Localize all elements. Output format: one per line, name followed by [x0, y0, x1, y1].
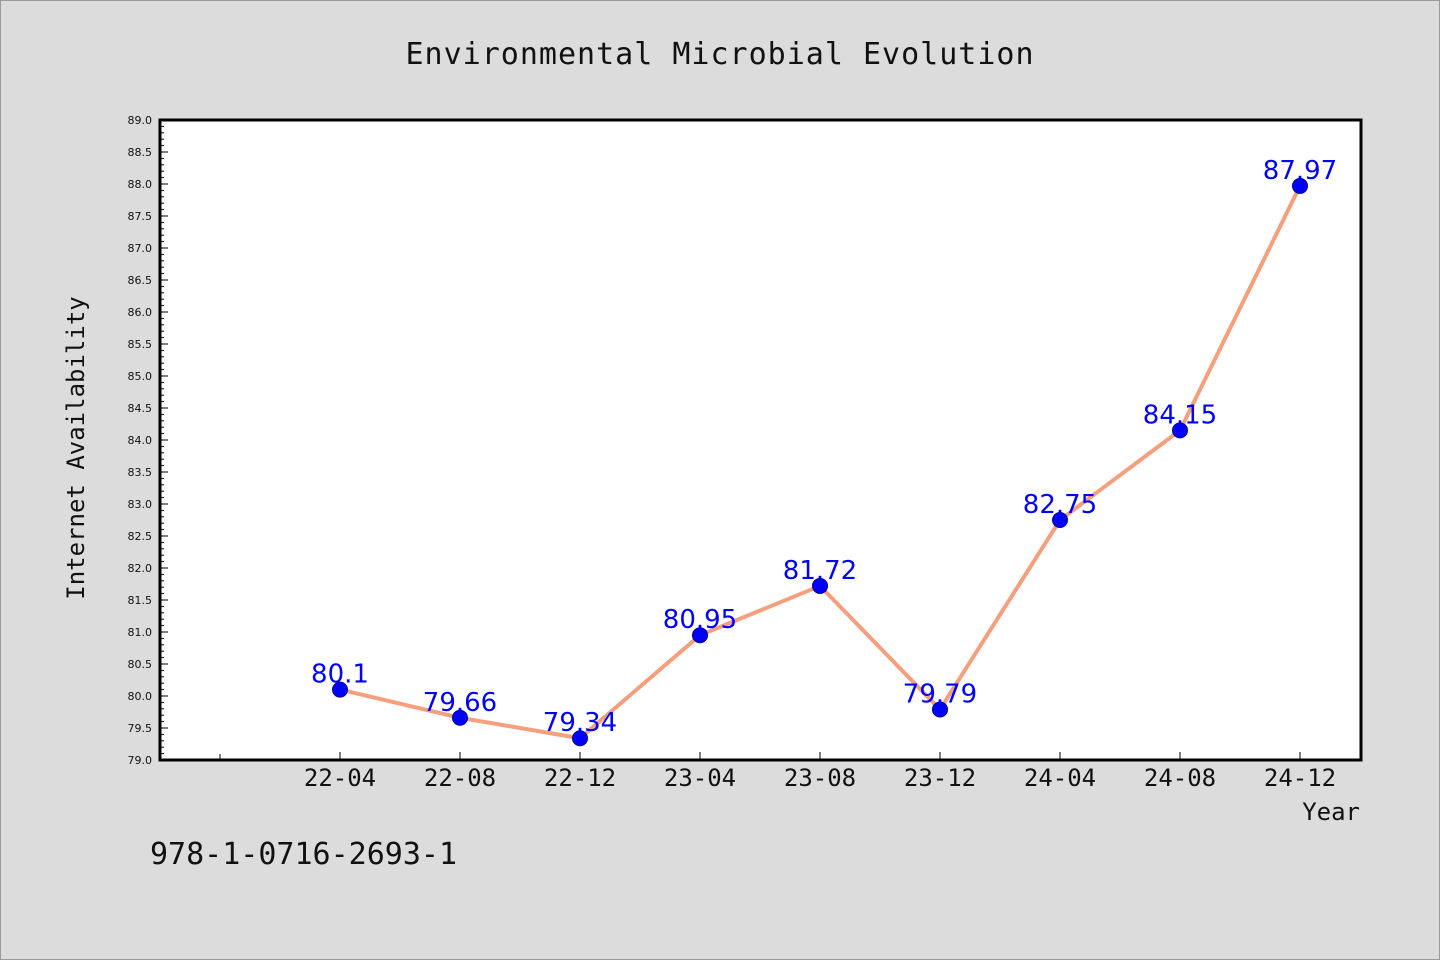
x-tick-label: 22-12: [544, 764, 616, 792]
y-tick-label: 87.0: [128, 242, 153, 255]
y-tick-label: 85.5: [128, 338, 153, 351]
data-label: 87.97: [1263, 156, 1337, 186]
x-tick-label: 24-08: [1144, 764, 1216, 792]
y-tick-label: 88.5: [128, 146, 153, 159]
y-tick-label: 86.0: [128, 306, 153, 319]
data-label: 80.95: [663, 605, 737, 635]
data-labels-layer: 80.1 79.66 79.34 80.95 81.72 79.79 82.75 84.15 8…: [311, 156, 1337, 738]
data-point-marker: [812, 577, 828, 594]
y-tick-label: 87.5: [128, 210, 153, 223]
data-label: 84.15: [1143, 400, 1217, 430]
y-tick-label: 79.5: [128, 722, 153, 735]
data-point-marker: [1052, 512, 1068, 528]
y-tick-label: 88.0: [128, 178, 153, 191]
data-point-marker: [1172, 422, 1188, 439]
y-tick-label: 83.5: [128, 466, 153, 479]
data-label: 82.75: [1023, 490, 1097, 520]
data-point-marker: [572, 730, 588, 747]
y-axis: 79.0 79.5 80.0 80.5 81.0 81.5 82.0 82.5 83.0 83.5…: [128, 114, 168, 767]
data-point-marker: [932, 701, 948, 718]
y-axis-title: Internet Availability: [62, 296, 90, 599]
markers-layer: [332, 177, 1308, 747]
x-axis-title: Year: [1302, 798, 1360, 826]
plot-area: [158, 118, 1363, 762]
y-tick-label: 80.0: [128, 690, 153, 703]
data-label: 81.72: [783, 556, 857, 586]
y-tick-label: 82.5: [128, 530, 153, 543]
y-tick-label: 79.0: [128, 754, 153, 767]
y-tick-label: 83.0: [128, 498, 153, 511]
y-tick-label: 84.0: [128, 434, 153, 447]
chart-title: Environmental Microbial Evolution: [405, 37, 1034, 72]
x-tick-label: 24-12: [1264, 764, 1336, 792]
y-tick-label: 89.0: [128, 114, 153, 127]
data-point-marker: [332, 681, 348, 698]
data-point-marker: [452, 709, 468, 726]
x-tick-label: 23-04: [664, 764, 736, 792]
y-tick-label: 84.5: [128, 402, 153, 415]
y-tick-label: 85.0: [128, 370, 153, 383]
x-tick-label: 23-08: [784, 764, 856, 792]
x-tick-label: 22-08: [424, 764, 496, 792]
data-label: 79.34: [543, 708, 617, 738]
x-tick-label: 24-04: [1024, 764, 1096, 792]
x-tick-label: 22-04: [304, 764, 376, 792]
x-axis: 22-04 22-08 22-12 23-04 23-08 23-12 24-04 24-08…: [219, 752, 1336, 792]
y-tick-label: 80.5: [128, 658, 153, 671]
data-label: 79.79: [903, 679, 977, 709]
data-point-marker: [692, 627, 708, 644]
y-tick-label: 86.5: [128, 274, 153, 287]
data-label: 80.1: [311, 660, 369, 690]
x-tick-label: 23-12: [904, 764, 976, 792]
data-label: 79.66: [423, 688, 497, 718]
y-tick-label: 82.0: [128, 562, 153, 575]
y-tick-label: 81.5: [128, 594, 153, 607]
y-tick-label: 81.0: [128, 626, 153, 639]
data-point-marker: [1292, 177, 1308, 194]
footnote-isbn: 978-1-0716-2693-1: [150, 837, 457, 872]
